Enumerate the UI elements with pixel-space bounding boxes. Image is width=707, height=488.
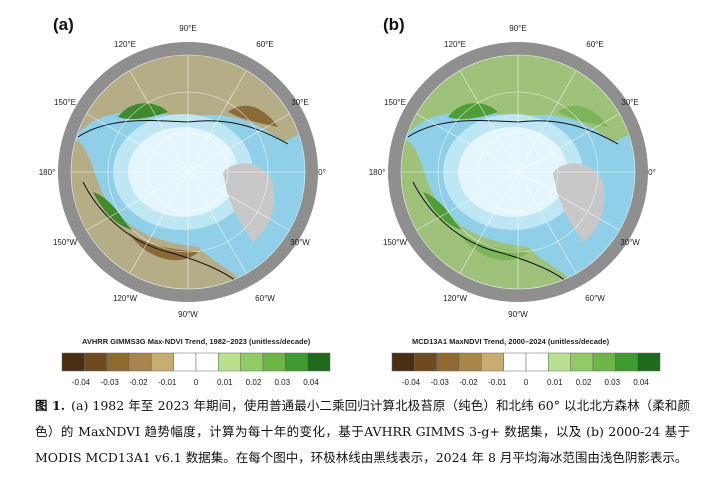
colorbar-title: AVHRR GIMMS3G Max-NDVI Trend, 1982–2023 …: [82, 337, 311, 346]
colorbar-tick-label: 0.03: [604, 378, 620, 387]
colorbar-tick-label: 0.01: [547, 378, 563, 387]
colorbar-swatch: [151, 352, 174, 372]
longitude-label: 120°W: [113, 294, 138, 303]
colorbar-tick-label: -0.02: [459, 378, 478, 387]
colorbar-swatch: [570, 352, 594, 372]
colorbar-swatch: [548, 352, 571, 372]
colorbar-tick-label: 0.02: [246, 378, 262, 387]
colorbar-tick-label: -0.03: [101, 378, 120, 387]
longitude-label: 60°E: [586, 40, 603, 49]
panel-label: (a): [53, 15, 74, 34]
colorbar-swatch: [285, 352, 308, 372]
longitude-label: 150°W: [383, 238, 408, 247]
colorbar-swatch: [525, 352, 549, 372]
colorbar-swatch: [173, 352, 197, 372]
colorbar-tick-label: 0.03: [274, 378, 290, 387]
colorbar-swatch: [592, 352, 616, 372]
colorbar-tick-label: -0.02: [129, 378, 148, 387]
colorbar-swatch: [436, 352, 460, 372]
colorbar-swatch: [458, 352, 482, 372]
colorbar-swatch: [391, 352, 415, 372]
colorbar-tick-label: -0.04: [402, 378, 421, 387]
colorbar-swatch: [307, 352, 331, 372]
caption-label: 图 1.: [35, 398, 66, 413]
colorbar-swatch: [615, 352, 638, 372]
longitude-label: 30°W: [290, 238, 310, 247]
longitude-label: 180°: [39, 168, 56, 177]
colorbar-swatch: [240, 352, 264, 372]
colorbar-tick-label: 0: [524, 378, 529, 387]
colorbar-swatch: [481, 352, 504, 372]
caption-text: (a) 1982 年至 2023 年期间，使用普通最小二乘回归计算北极苔原（纯色…: [35, 398, 690, 465]
colorbar-swatch: [262, 352, 286, 372]
colorbar-swatch: [637, 352, 661, 372]
longitude-label: 30°E: [621, 98, 638, 107]
colorbar-swatch: [414, 352, 437, 372]
longitude-label: 150°E: [384, 98, 406, 107]
longitude-label: 0°: [648, 168, 656, 177]
polar-map: [58, 42, 318, 302]
colorbar-tick-label: 0.04: [633, 378, 649, 387]
longitude-label: 180°: [369, 168, 386, 177]
longitude-label: 120°W: [443, 294, 468, 303]
longitude-label: 30°E: [291, 98, 308, 107]
longitude-label: 90°W: [508, 310, 528, 319]
longitude-label: 60°E: [256, 40, 273, 49]
colorbar-swatch: [218, 352, 241, 372]
longitude-label: 120°E: [114, 40, 136, 49]
colorbar-tick-label: 0.04: [303, 378, 319, 387]
longitude-label: 120°E: [444, 40, 466, 49]
longitude-label: 90°W: [178, 310, 198, 319]
polar-map: [388, 42, 648, 302]
longitude-label: 0°: [318, 168, 326, 177]
colorbar-swatch: [84, 352, 107, 372]
colorbar-swatch: [503, 352, 527, 372]
colorbar-tick-label: 0: [194, 378, 199, 387]
figure-graphic: (a) 90°E 120°E 60°E 150°E 30°E 180° 0° 150°W 30°W…: [39, 15, 661, 387]
longitude-label: 60°W: [585, 294, 605, 303]
longitude-label: 60°W: [255, 294, 275, 303]
caption: 图 1. (a) 1982 年至 2023 年期间，使用普通最小二乘回归计算北极苔…: [35, 393, 690, 471]
longitude-label: 150°W: [53, 238, 78, 247]
colorbar-tick-label: -0.04: [72, 378, 91, 387]
colorbar-title: MCD13A1 MaxNDVI Trend, 2000–2024 (unitle…: [412, 337, 610, 346]
longitude-label: 150°E: [54, 98, 76, 107]
longitude-label: 90°E: [509, 24, 526, 33]
colorbar-swatch: [195, 352, 219, 372]
longitude-label: 90°E: [179, 24, 196, 33]
colorbar-swatch: [106, 352, 130, 372]
longitude-label: 30°W: [620, 238, 640, 247]
colorbar-tick-label: -0.03: [431, 378, 450, 387]
colorbar-swatch: [128, 352, 152, 372]
colorbar-tick-label: 0.02: [576, 378, 592, 387]
panel-label: (b): [383, 15, 405, 34]
colorbar-tick-label: -0.01: [488, 378, 507, 387]
colorbar-tick-label: 0.01: [217, 378, 233, 387]
colorbar-tick-label: -0.01: [158, 378, 177, 387]
colorbar-swatch: [61, 352, 85, 372]
